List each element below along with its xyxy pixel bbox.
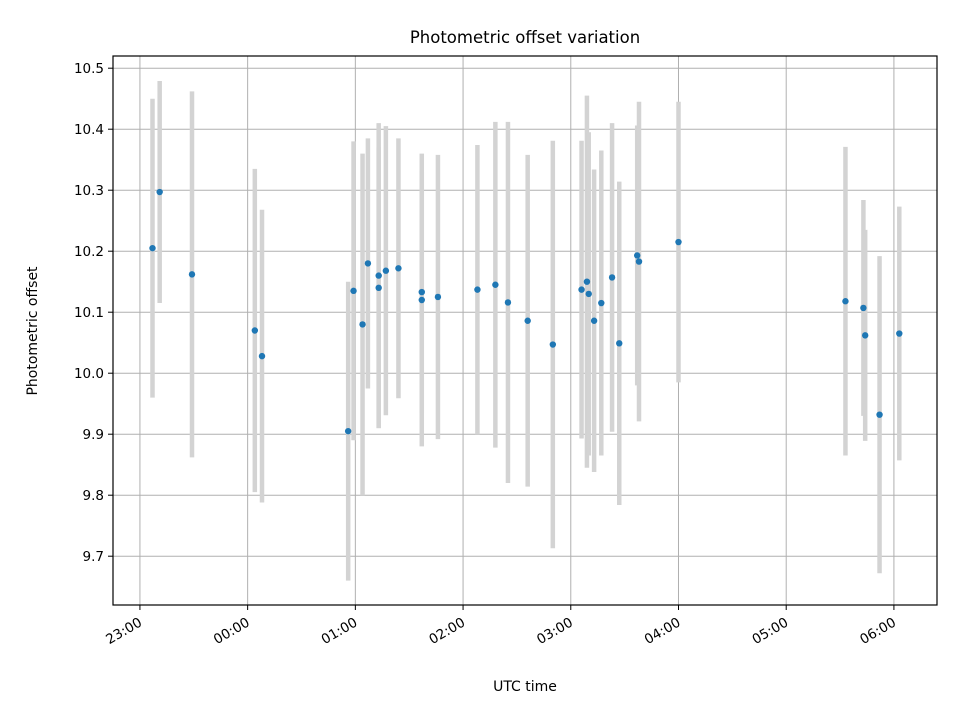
data-point: [524, 317, 531, 324]
data-point: [156, 188, 163, 196]
y-tick-label: 10.3: [74, 183, 104, 199]
data-point: [585, 290, 592, 298]
data-point: [359, 321, 366, 328]
data-points: [149, 188, 903, 435]
data-point: [861, 332, 869, 339]
data-point: [344, 427, 352, 435]
data-point: [434, 293, 442, 301]
y-tick-label: 9.7: [83, 549, 104, 565]
data-point: [375, 284, 382, 291]
y-tick-label: 10.1: [74, 305, 104, 321]
data-point: [634, 252, 641, 259]
chart-title: Photometric offset variation: [410, 28, 640, 47]
data-point: [350, 287, 357, 295]
y-tick-label: 9.9: [83, 427, 104, 443]
data-point: [590, 317, 598, 324]
data-point: [251, 327, 259, 334]
data-point: [598, 299, 605, 307]
y-tick-label: 10.4: [74, 122, 104, 138]
y-tick-label: 10.0: [74, 366, 104, 382]
data-point: [842, 298, 849, 305]
data-point: [583, 278, 591, 285]
data-point: [876, 411, 883, 418]
y-tick-label: 9.8: [83, 488, 104, 504]
data-point: [549, 341, 557, 348]
data-point: [418, 296, 425, 304]
data-point: [635, 258, 643, 265]
data-point: [395, 265, 402, 272]
data-point: [258, 352, 266, 360]
data-point: [504, 299, 512, 306]
data-point: [608, 274, 616, 281]
data-point: [364, 260, 372, 267]
x-axis-title: UTC time: [493, 679, 557, 695]
data-point: [375, 272, 382, 279]
y-axis-title: Photometric offset: [25, 266, 41, 396]
data-point: [578, 286, 585, 293]
data-point: [149, 244, 156, 252]
data-point: [418, 288, 425, 296]
data-point: [896, 330, 903, 337]
y-tick-label: 10.2: [74, 244, 104, 260]
y-axis-ticks: 9.7 9.8 9.9 10.0 10.1 10.2 10.3 10.4 10.5: [74, 61, 113, 565]
data-point: [382, 267, 390, 274]
y-tick-label: 10.5: [74, 61, 104, 77]
plot-area-frame: [112, 55, 938, 606]
data-point: [492, 281, 499, 288]
data-point: [474, 286, 481, 293]
data-point: [860, 304, 867, 312]
data-point: [675, 238, 682, 246]
data-point: [616, 340, 623, 347]
data-point: [188, 271, 196, 278]
